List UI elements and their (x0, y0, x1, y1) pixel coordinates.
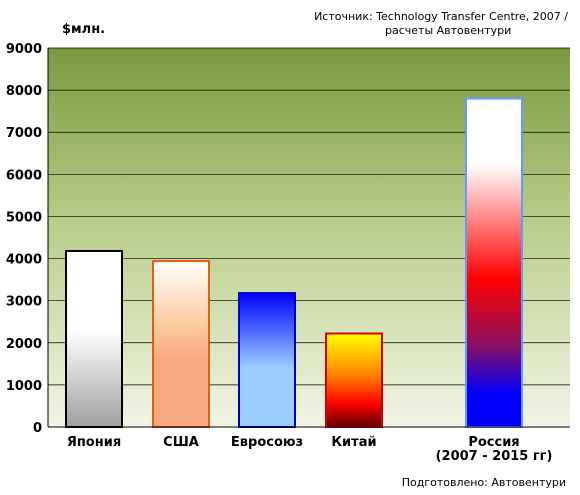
x-tick-label: Евросоюз (231, 435, 303, 450)
x-tick-label: Россия (468, 435, 519, 450)
bar (325, 332, 383, 428)
source-note-line-1: Источник: Technology Transfer Centre, 20… (314, 10, 568, 23)
prepared-by-credit: Подготовлено: Автовентури (402, 476, 566, 489)
y-tick-label: 7000 (6, 126, 42, 141)
bar (65, 249, 123, 428)
y-tick-label: 3000 (6, 295, 42, 310)
bars (65, 97, 523, 429)
y-axis-unit-label: $млн. (62, 22, 105, 37)
y-axis-ticks: 0 1000 2000 3000 4000 5000 6000 7000 8000 9000 (6, 42, 42, 436)
bar (465, 97, 523, 429)
y-tick-label: 8000 (6, 84, 42, 99)
x-tick-label: Китай (331, 435, 376, 450)
bar (152, 260, 210, 428)
x-tick-label: Япония (67, 435, 121, 450)
source-note-line-2: расчеты Автовентури (385, 24, 511, 37)
x-axis-labels: Япония США Евросоюз Китай Россия(2007 - 2015… (67, 435, 553, 464)
y-tick-label: 2000 (6, 337, 42, 352)
y-tick-label: 9000 (6, 42, 42, 57)
y-tick-label: 4000 (6, 253, 42, 268)
y-tick-label: 0 (33, 421, 42, 436)
y-tick-label: 5000 (6, 210, 42, 225)
y-tick-label: 1000 (6, 379, 42, 394)
x-tick-label: (2007 - 2015 гг) (436, 449, 553, 464)
bar (238, 292, 296, 428)
y-tick-label: 6000 (6, 168, 42, 183)
x-tick-label: США (163, 435, 199, 450)
